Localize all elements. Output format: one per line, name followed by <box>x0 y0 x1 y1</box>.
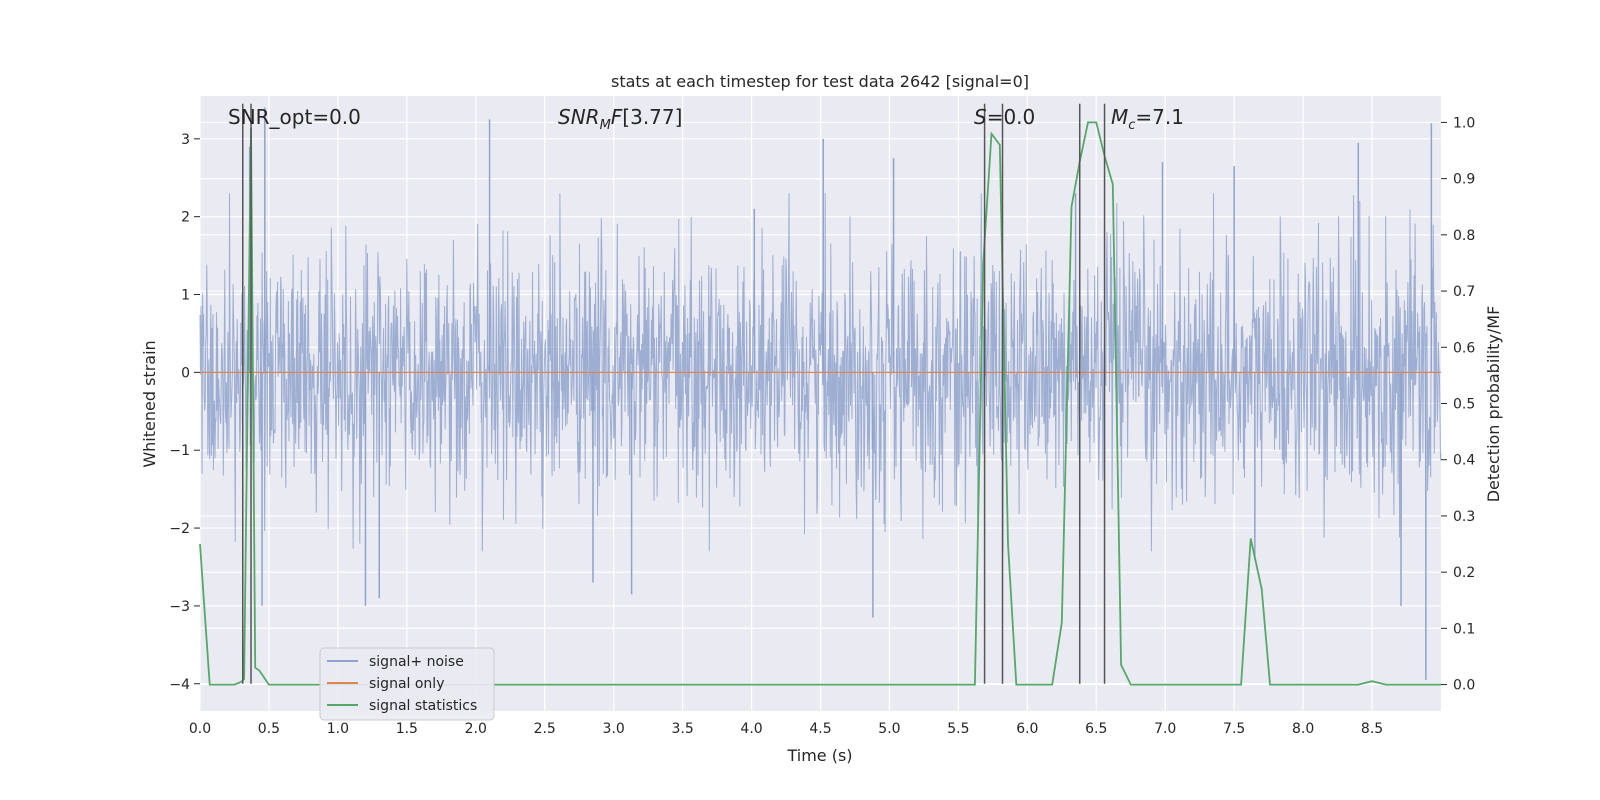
y-tick-label: −2 <box>169 521 190 537</box>
annotation-s-value: =0.0 <box>987 105 1036 129</box>
x-tick-label: 0.0 <box>189 721 211 737</box>
x-tick-label: 4.0 <box>740 721 762 737</box>
y-tick-label: −3 <box>169 599 190 615</box>
legend-box <box>319 647 495 721</box>
noise-series <box>199 107 1442 680</box>
y-tick-label-right: 0.6 <box>1453 340 1475 356</box>
legend-label-noise: signal+ noise <box>369 654 464 670</box>
y-tick-label-right: 0.3 <box>1453 509 1475 525</box>
y-ticks-left: 3 2 1 0 −1 −2 −3 −4 <box>169 132 200 693</box>
y-tick-label-right: 0.2 <box>1453 565 1475 581</box>
annotation-snr-opt: SNR_opt=0.0 <box>228 105 361 129</box>
x-tick-label: 8.0 <box>1292 721 1314 737</box>
y-tick-label-right: 1.0 <box>1453 115 1475 131</box>
y-tick-label: 0 <box>181 365 190 381</box>
x-tick-label: 6.0 <box>1016 721 1038 737</box>
y-tick-label: 2 <box>181 210 190 226</box>
x-tick-label: 1.0 <box>327 721 349 737</box>
x-ticks: 0.0 0.5 1.0 1.5 2.0 2.5 3.0 3.5 4.0 4.5 5.0 5.5 6.0 6… <box>189 721 1383 737</box>
y-tick-label: −1 <box>169 443 190 459</box>
x-tick-label: 8.5 <box>1361 721 1383 737</box>
x-tick-label: 0.5 <box>258 721 280 737</box>
annotation-snr-mf-value: [3.77] <box>622 105 682 129</box>
x-tick-label: 2.5 <box>534 721 556 737</box>
x-axis-label: Time (s) <box>786 746 852 765</box>
annotation-mc-value: =7.1 <box>1135 105 1184 129</box>
x-tick-label: 5.5 <box>947 721 969 737</box>
y-tick-label-right: 0.4 <box>1453 453 1475 469</box>
y-tick-label-right: 0.5 <box>1453 397 1475 413</box>
annotation-snr-mf: SNRMF[3.77] <box>558 105 682 133</box>
legend-label-stats: signal statistics <box>369 698 477 714</box>
series-layer <box>199 121 1441 686</box>
y-tick-label-right: 0.0 <box>1453 678 1475 694</box>
x-tick-label: 4.5 <box>809 721 831 737</box>
y-ticks-right: 1.0 0.9 0.8 0.7 0.6 0.5 0.4 0.3 0.2 0.1 0.0 <box>1441 115 1475 694</box>
x-tick-label: 1.5 <box>396 721 418 737</box>
y-tick-label-right: 0.1 <box>1453 621 1475 637</box>
y-axis-label: Whitened strain <box>140 340 159 467</box>
vertical-lines <box>241 103 1106 684</box>
y-tick-label-right: 0.8 <box>1453 228 1475 244</box>
y-tick-label: 3 <box>181 132 190 148</box>
legend: signal+ noise signal only signal statist… <box>319 647 495 721</box>
y-axis-label-right: Detection probability/MF <box>1484 306 1503 503</box>
chart-title: stats at each timestep for test data 264… <box>611 72 1029 91</box>
annotation-mc: Mc=7.1 <box>1111 105 1184 133</box>
legend-label-signal: signal only <box>369 676 444 692</box>
x-tick-label: 6.5 <box>1085 721 1107 737</box>
y-tick-label-right: 0.9 <box>1453 172 1475 188</box>
series-signal-statistics-line <box>199 121 1441 686</box>
y-tick-label-right: 0.7 <box>1453 284 1475 300</box>
y-tick-label: 1 <box>181 288 190 304</box>
x-tick-label: 2.0 <box>465 721 487 737</box>
x-tick-label: 7.5 <box>1223 721 1245 737</box>
x-tick-label: 7.0 <box>1154 721 1176 737</box>
x-tick-label: 5.0 <box>878 721 900 737</box>
annotation-s: S=0.0 <box>974 105 1035 129</box>
x-tick-label: 3.5 <box>671 721 693 737</box>
x-tick-label: 3.0 <box>603 721 625 737</box>
y-tick-label: −4 <box>169 677 190 693</box>
